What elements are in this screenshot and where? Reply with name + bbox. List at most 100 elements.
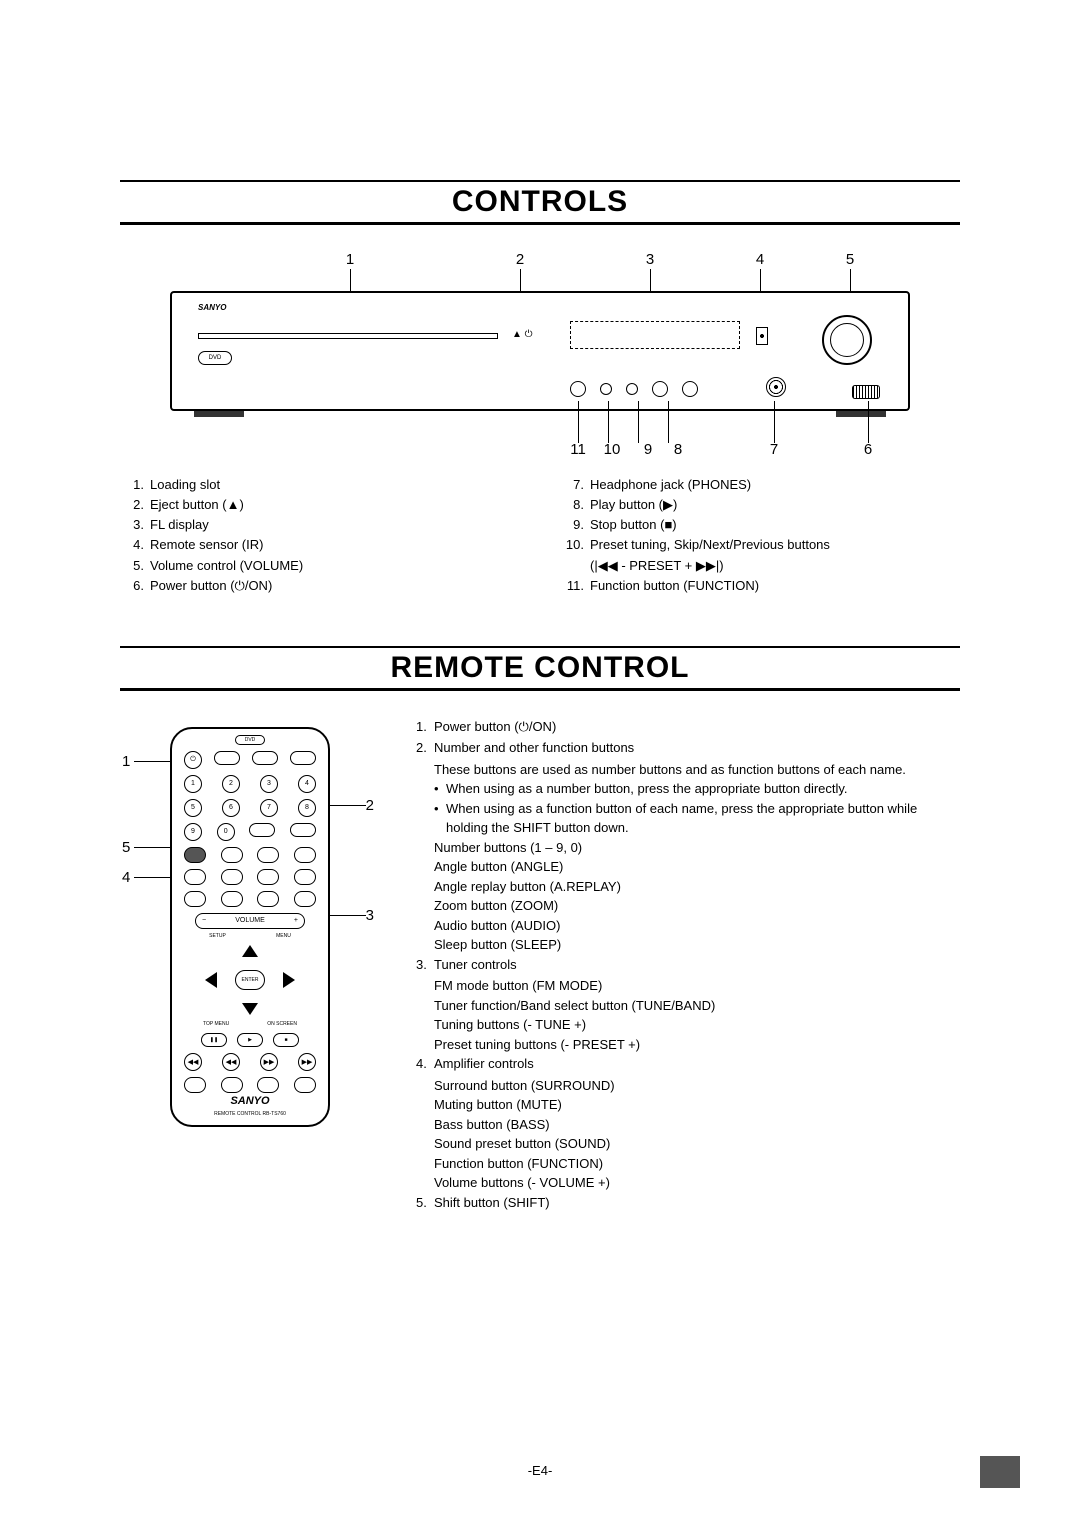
ff-icon: ▶▶ — [260, 1053, 278, 1071]
loading-slot — [198, 333, 498, 339]
rd-1: Power button (⏻/ON) — [434, 719, 556, 734]
callout-2: 2 — [516, 251, 524, 268]
remote-body: DVD ⏻ 1 2 3 4 5 6 7 8 — [170, 727, 330, 1127]
rc-callout-3: 3 — [366, 907, 374, 924]
legend-11: Function button (FUNCTION) — [590, 578, 759, 593]
rc-callout-5: 5 — [122, 839, 130, 856]
dnr-btn — [257, 847, 279, 863]
menu-label: MENU — [276, 933, 291, 939]
rd-2e: Angle replay button (A.REPLAY) — [416, 877, 960, 897]
legend-8: Play button (▶) — [590, 497, 677, 512]
num-3: 3 — [260, 775, 278, 793]
rd-3b: Tuner function/Band select button (TUNE/… — [416, 996, 960, 1016]
rd-4: Amplifier controls — [434, 1056, 534, 1071]
rd-2h: Sleep button (SLEEP) — [416, 935, 960, 955]
rd-2d: Angle button (ANGLE) — [416, 857, 960, 877]
function-btn — [570, 381, 586, 397]
front-button-row — [570, 381, 698, 397]
sleep-btn — [290, 823, 316, 837]
rd-2: Number and other function buttons — [434, 740, 634, 755]
tuneband-btn — [294, 869, 316, 885]
surround-btn — [184, 869, 206, 885]
rd-3a: FM mode button (FM MODE) — [416, 976, 960, 996]
remote-brand: SANYO — [172, 1095, 328, 1107]
left-arrow-icon — [205, 972, 217, 988]
rd-5: Shift button (SHIFT) — [434, 1195, 550, 1210]
enter-btn: ENTER — [235, 970, 265, 990]
legend-10: Preset tuning, Skip/Next/Previous button… — [590, 537, 830, 552]
num-5: 5 — [184, 799, 202, 817]
subt-btn — [257, 891, 279, 907]
remote-model: REMOTE CONTROL RB-TS760 — [172, 1111, 328, 1117]
rd-2f: Zoom button (ZOOM) — [416, 896, 960, 916]
stop-btn — [652, 381, 668, 397]
rd-3c: Tuning buttons (- TUNE +) — [416, 1015, 960, 1035]
fl-display — [570, 321, 740, 349]
rd-4f: Volume buttons (- VOLUME +) — [416, 1173, 960, 1193]
volume-bar: VOLUME — [195, 913, 305, 929]
mute-btn — [221, 869, 243, 885]
rc-callout-4: 4 — [122, 869, 130, 886]
topmenu-label: TOP MENU — [203, 1021, 229, 1027]
dvd-player-diagram: 1 2 3 4 5 SANYO DVD ▲ ⏻ — [170, 251, 910, 461]
open-btn — [290, 751, 316, 765]
legend-2: Eject button (▲) — [150, 497, 244, 512]
power-icon: ⏻ — [184, 751, 202, 769]
play-icon: ▶ — [237, 1033, 263, 1047]
remote-description: 1.Power button (⏻/ON) 2.Number and other… — [416, 717, 960, 1215]
rd-2c: Number buttons (1 – 9, 0) — [416, 838, 960, 858]
rd-4b: Muting button (MUTE) — [416, 1095, 960, 1115]
callout-11: 11 — [570, 441, 586, 458]
callout-3: 3 — [646, 251, 654, 268]
power-switch — [852, 385, 880, 399]
preset-next-btn — [626, 383, 638, 395]
legend-6: Power button (⏻/ON) — [150, 578, 272, 593]
repeat-btn — [294, 1077, 316, 1093]
rd-3d: Preset tuning buttons (- PRESET +) — [416, 1035, 960, 1055]
subonoff-btn — [294, 891, 316, 907]
rd-4a: Surround button (SURROUND) — [416, 1076, 960, 1096]
legend-9: Stop button (■) — [590, 517, 677, 532]
preset-prev-btn — [600, 383, 612, 395]
down-arrow-icon — [242, 1003, 258, 1015]
num-8: 8 — [298, 799, 316, 817]
rd-3: Tuner controls — [434, 957, 517, 972]
next-icon: ▶▶ — [298, 1053, 316, 1071]
rd-4e: Function button (FUNCTION) — [416, 1154, 960, 1174]
picmode-btn — [221, 847, 243, 863]
search-btn — [184, 1077, 206, 1093]
rd-4d: Sound preset button (SOUND) — [416, 1134, 960, 1154]
callout-6: 6 — [864, 441, 872, 458]
func-btn — [221, 891, 243, 907]
legend-4: Remote sensor (IR) — [150, 537, 263, 552]
return-btn — [252, 751, 278, 765]
rc-callout-2: 2 — [366, 797, 374, 814]
fmmode-btn — [294, 847, 316, 863]
onscreen-label: ON SCREEN — [267, 1021, 297, 1027]
setup-label: SETUP — [209, 933, 226, 939]
ir-sensor — [756, 327, 768, 345]
rd-2b2: When using as a function button of each … — [416, 799, 960, 838]
eject-icon: ▲ ⏻ — [512, 329, 533, 340]
num-6: 6 — [222, 799, 240, 817]
num-0: 0 — [217, 823, 235, 841]
abrep-btn — [257, 1077, 279, 1093]
num-9: 9 — [184, 823, 202, 841]
rd-4c: Bass button (BASS) — [416, 1115, 960, 1135]
clear-btn — [249, 823, 275, 837]
callout-1: 1 — [346, 251, 354, 268]
pause-icon: ❚❚ — [201, 1033, 227, 1047]
lastm-btn — [221, 1077, 243, 1093]
player-body: SANYO DVD ▲ ⏻ — [170, 291, 910, 411]
remote-dvd-logo: DVD — [235, 735, 265, 745]
callout-8: 8 — [674, 441, 682, 458]
right-arrow-icon — [283, 972, 295, 988]
remote-heading: REMOTE CONTROL — [120, 646, 960, 689]
controls-legend: 1.Loading slot 2.Eject button (▲) 3.FL d… — [120, 475, 960, 596]
rd-2a: These buttons are used as number buttons… — [416, 760, 960, 780]
up-arrow-icon — [242, 945, 258, 957]
num-2: 2 — [222, 775, 240, 793]
play-btn — [682, 381, 698, 397]
headphone-jack — [766, 377, 786, 397]
callout-9: 9 — [644, 441, 652, 458]
